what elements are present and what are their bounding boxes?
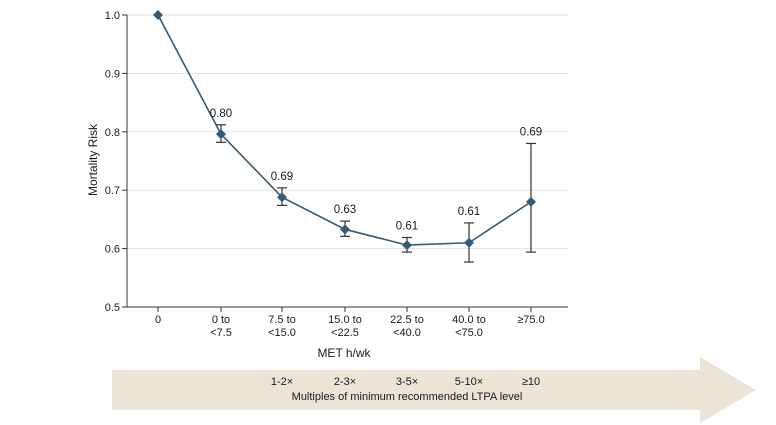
data-label: 0.80	[210, 108, 232, 120]
data-point	[153, 10, 163, 20]
multiple-label: 2-3×	[334, 376, 356, 388]
x-tick-label: 40.0 to	[452, 314, 486, 326]
y-axis-label: Mortality Risk	[86, 123, 100, 196]
data-label: 0.69	[520, 126, 542, 138]
x-tick-label: 0 to	[212, 314, 230, 326]
multiple-label: 3-5×	[396, 376, 418, 388]
data-label: 0.63	[334, 204, 356, 216]
y-tick-label: 0.5	[105, 302, 120, 314]
ltpa-arrow: 1-2× 2-3× 3-5× 5-10× ≥10 Multiples of minimu…	[112, 357, 756, 423]
arrow-shape	[112, 357, 756, 423]
x-tick-label: 0	[155, 314, 161, 326]
x-tick-label: 15.0 to	[328, 314, 362, 326]
y-tick-label: 0.8	[105, 127, 120, 139]
data-point	[216, 129, 226, 140]
x-tick-label: 22.5 to	[390, 314, 424, 326]
multiple-label: ≥10	[522, 376, 540, 388]
data-point	[526, 196, 536, 207]
data-point	[277, 192, 287, 203]
y-tick-label: 0.6	[105, 244, 120, 256]
data-point	[402, 240, 412, 251]
x-tick-label: <40.0	[393, 327, 421, 339]
multiple-label: 1-2×	[271, 376, 293, 388]
series-line: 0.80 0.69 0.63 0.61 0.61 0.69	[153, 10, 542, 263]
grid-lines	[127, 14, 568, 250]
x-tick-label: <22.5	[331, 327, 359, 339]
data-point	[464, 237, 474, 248]
x-tick-label: <15.0	[268, 327, 296, 339]
y-tick-label: 1.0	[105, 10, 120, 22]
x-tick-label: 7.5 to	[268, 314, 296, 326]
data-label: 0.61	[396, 221, 418, 233]
x-axis-label: MET h/wk	[317, 346, 371, 360]
x-tick-label: ≥75.0	[517, 314, 544, 326]
x-tick-label: <75.0	[455, 327, 483, 339]
y-tick-label: 0.7	[105, 185, 120, 197]
arrow-caption: Multiples of minimum recommended LTPA le…	[292, 391, 523, 403]
multiples-labels: 1-2× 2-3× 3-5× 5-10× ≥10	[271, 376, 540, 388]
y-tick-label: 0.9	[105, 68, 120, 80]
data-label: 0.69	[271, 171, 293, 183]
data-point	[340, 224, 350, 235]
y-axis: 0.5 0.6 0.7 0.8 0.9 1.0	[105, 10, 128, 314]
data-label: 0.61	[458, 206, 480, 218]
multiple-label: 5-10×	[455, 376, 483, 388]
x-tick-label: <7.5	[210, 327, 232, 339]
